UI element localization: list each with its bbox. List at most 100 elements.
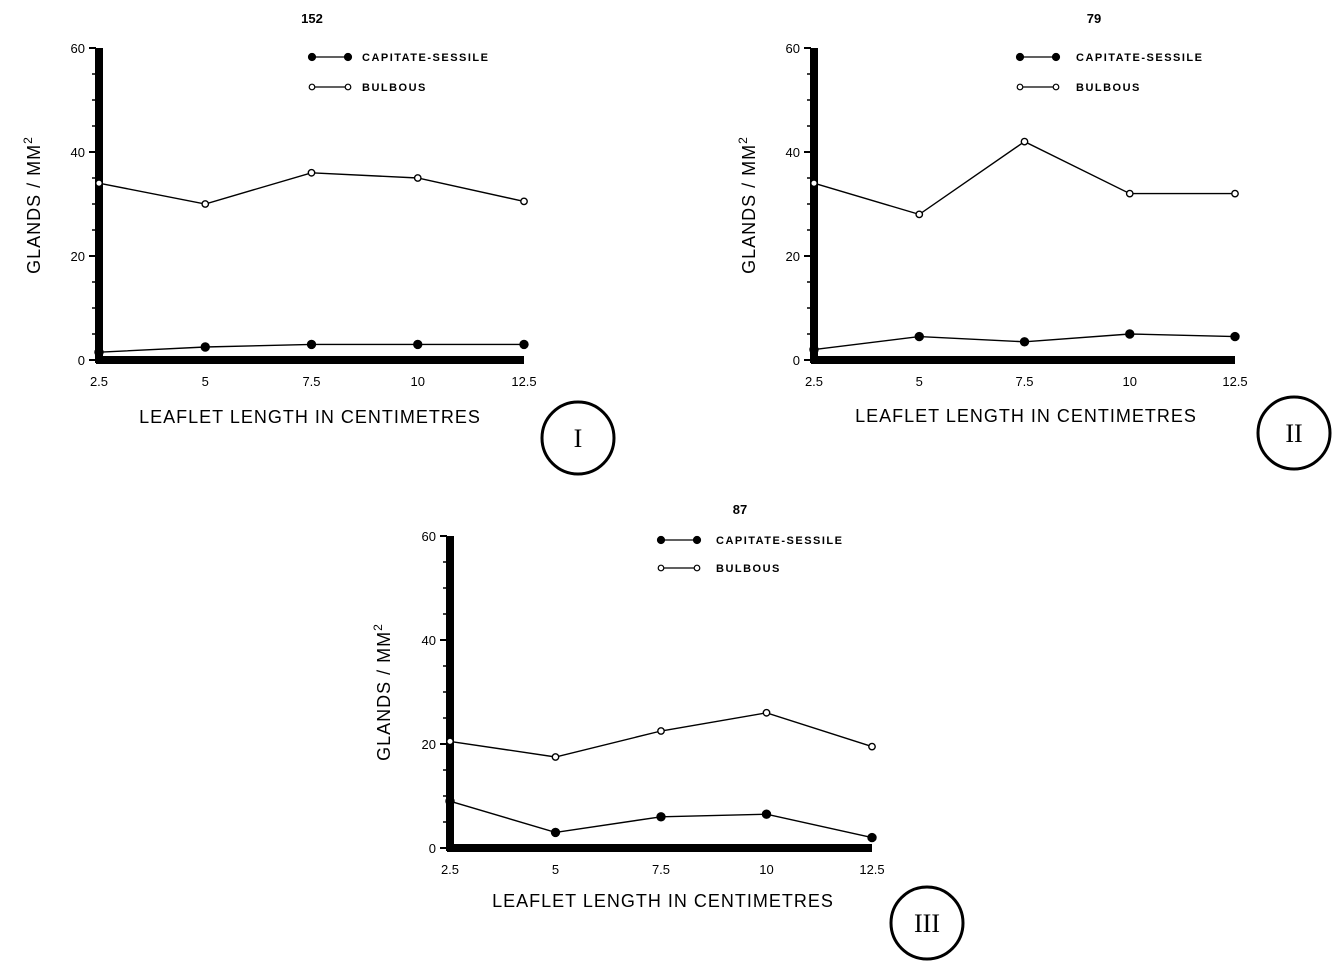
y-axis-title-superscript: 2 bbox=[371, 623, 385, 631]
x-tick-label: 5 bbox=[916, 374, 923, 389]
data-point-capitate-sessile bbox=[1125, 329, 1135, 339]
y-tick-label: 40 bbox=[786, 145, 800, 160]
y-axis-title: GLANDS / MM2 bbox=[371, 623, 394, 761]
x-axis-title: LEAFLET LENGTH IN CENTIMETRES bbox=[492, 891, 834, 911]
data-point-capitate-sessile bbox=[761, 809, 772, 819]
series-line-bulbous bbox=[449, 712, 873, 758]
legend-label: BULBOUS bbox=[716, 563, 781, 575]
data-point-bulbous bbox=[915, 210, 924, 219]
legend-marker bbox=[1015, 52, 1025, 62]
legend-label: CAPITATE-SESSILE bbox=[1076, 52, 1204, 64]
x-tick-label: 10 bbox=[759, 862, 773, 877]
panel-label-circle bbox=[540, 400, 616, 476]
y-tick-label: 60 bbox=[422, 529, 436, 544]
data-point-capitate-sessile bbox=[200, 342, 210, 352]
y-tick-label: 0 bbox=[78, 353, 85, 368]
data-point-bulbous bbox=[1020, 137, 1029, 146]
x-axis-title: LEAFLET LENGTH IN CENTIMETRES bbox=[855, 406, 1197, 426]
data-point-capitate-sessile bbox=[519, 339, 529, 350]
x-tick-label: 5 bbox=[202, 374, 209, 389]
x-tick-label: 2.5 bbox=[441, 862, 459, 877]
data-point-capitate-sessile bbox=[94, 347, 104, 357]
data-point-capitate-sessile bbox=[445, 796, 455, 806]
data-point-bulbous bbox=[446, 737, 454, 746]
data-point-bulbous bbox=[810, 179, 818, 188]
data-point-bulbous bbox=[95, 179, 103, 188]
legend-marker bbox=[656, 535, 666, 545]
data-point-bulbous bbox=[520, 197, 528, 206]
legend-marker bbox=[308, 83, 316, 91]
data-point-bulbous bbox=[201, 200, 210, 208]
legend-marker bbox=[343, 52, 353, 62]
x-tick-label: 2.5 bbox=[90, 374, 108, 389]
y-axis-title-superscript: 2 bbox=[21, 136, 35, 144]
legend-marker bbox=[344, 83, 352, 91]
data-point-capitate-sessile bbox=[1019, 337, 1030, 347]
data-point-bulbous bbox=[1231, 189, 1239, 198]
y-tick-label: 20 bbox=[786, 249, 800, 264]
y-tick-label: 20 bbox=[71, 249, 85, 264]
legend-marker bbox=[693, 564, 701, 572]
x-axis-title: LEAFLET LENGTH IN CENTIMETRES bbox=[139, 407, 481, 427]
data-point-capitate-sessile bbox=[656, 812, 666, 822]
chart-panel-3: 0 20 40 60 2.5 5 7.5 10 12.5 LEAFLET LENGTH IN CE… bbox=[371, 502, 965, 961]
panel-label: III bbox=[914, 909, 940, 938]
data-point-bulbous bbox=[413, 174, 422, 182]
y-tick-label: 20 bbox=[422, 737, 436, 752]
y-tick-label: 60 bbox=[786, 41, 800, 56]
chart-title: 87 bbox=[733, 502, 747, 517]
y-axis-title-text: GLANDS / MM bbox=[24, 144, 44, 274]
legend-marker bbox=[1051, 52, 1061, 62]
panel-label: II bbox=[1285, 419, 1302, 448]
y-tick-label: 0 bbox=[429, 841, 436, 856]
series-line-bulbous bbox=[98, 172, 525, 205]
y-axis-title-superscript: 2 bbox=[736, 136, 750, 144]
legend-marker bbox=[657, 564, 665, 572]
legend-marker bbox=[307, 52, 317, 62]
data-point-capitate-sessile bbox=[1230, 331, 1240, 342]
data-point-capitate-sessile bbox=[413, 339, 423, 350]
data-point-capitate-sessile bbox=[306, 339, 317, 350]
x-tick-label: 5 bbox=[552, 862, 559, 877]
x-tick-label: 12.5 bbox=[859, 862, 884, 877]
legend-label: BULBOUS bbox=[1076, 82, 1141, 94]
x-tick-label: 10 bbox=[1123, 374, 1137, 389]
legend-marker bbox=[692, 535, 702, 545]
data-point-bulbous bbox=[1125, 189, 1134, 198]
y-tick-label: 0 bbox=[793, 353, 800, 368]
x-tick-label: 7.5 bbox=[652, 862, 670, 877]
x-tick-label: 2.5 bbox=[805, 374, 823, 389]
data-point-capitate-sessile bbox=[867, 832, 877, 843]
x-tick-label: 10 bbox=[411, 374, 425, 389]
data-point-bulbous bbox=[762, 708, 771, 717]
panel-label-circle bbox=[1256, 395, 1332, 471]
panel-label: I bbox=[574, 424, 583, 453]
data-point-capitate-sessile bbox=[550, 827, 561, 838]
y-tick-label: 40 bbox=[422, 633, 436, 648]
y-axis-title-text: GLANDS / MM bbox=[374, 631, 394, 761]
chart-panel-1: 0 20 40 60 2.5 5 7.5 10 12.5 LEAFLET LENGTH IN CE… bbox=[21, 11, 616, 476]
data-point-bulbous bbox=[307, 168, 316, 177]
legend-marker bbox=[1016, 83, 1024, 91]
y-axis-title: GLANDS / MM2 bbox=[736, 136, 759, 274]
chart-title: 152 bbox=[301, 11, 323, 26]
x-tick-label: 12.5 bbox=[511, 374, 536, 389]
x-tick-label: 7.5 bbox=[302, 374, 320, 389]
data-point-bulbous bbox=[868, 742, 876, 751]
x-tick-label: 7.5 bbox=[1015, 374, 1033, 389]
y-axis-title-text: GLANDS / MM bbox=[739, 144, 759, 274]
y-tick-label: 40 bbox=[71, 145, 85, 160]
chart-title: 79 bbox=[1087, 11, 1101, 26]
data-point-bulbous bbox=[657, 727, 665, 735]
panel-label-circle bbox=[889, 885, 965, 961]
data-point-capitate-sessile bbox=[914, 331, 924, 342]
legend-label: CAPITATE-SESSILE bbox=[362, 52, 490, 64]
legend-label: CAPITATE-SESSILE bbox=[716, 535, 844, 547]
series-line-bulbous bbox=[813, 140, 1235, 216]
y-axis-title: GLANDS / MM2 bbox=[21, 136, 44, 274]
legend-marker bbox=[1052, 83, 1060, 91]
data-point-bulbous bbox=[551, 753, 560, 761]
data-point-capitate-sessile bbox=[809, 344, 819, 355]
x-tick-label: 12.5 bbox=[1222, 374, 1247, 389]
